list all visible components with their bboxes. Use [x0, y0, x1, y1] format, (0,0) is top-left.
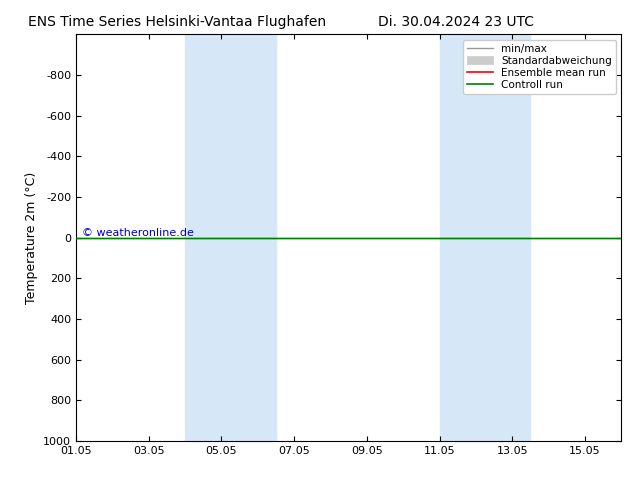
- Y-axis label: Temperature 2m (°C): Temperature 2m (°C): [25, 172, 37, 304]
- Legend: min/max, Standardabweichung, Ensemble mean run, Controll run: min/max, Standardabweichung, Ensemble me…: [463, 40, 616, 94]
- Bar: [185, 34, 276, 441]
- Text: © weatheronline.de: © weatheronline.de: [82, 228, 193, 238]
- Text: Di. 30.04.2024 23 UTC: Di. 30.04.2024 23 UTC: [378, 15, 534, 29]
- Bar: [439, 34, 531, 441]
- Text: ENS Time Series Helsinki-Vantaa Flughafen: ENS Time Series Helsinki-Vantaa Flughafe…: [29, 15, 327, 29]
